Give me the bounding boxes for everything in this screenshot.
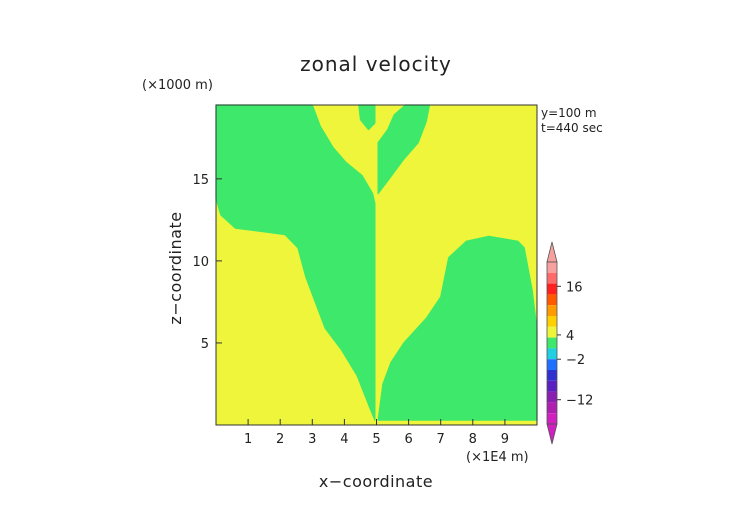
colorbar-segment [547, 326, 557, 338]
chart-title: zonal velocity [300, 52, 452, 76]
colorbar: 16 4 −2 −12 [546, 241, 593, 445]
colorbar-segment [547, 359, 557, 370]
y-axis-ticks: 5 10 15 [192, 173, 222, 352]
x-tick-label: 8 [469, 432, 477, 447]
y-unit-label: (×1000 m) [142, 78, 213, 93]
x-tick-label: 1 [244, 432, 252, 447]
plot-area [215, 104, 538, 426]
x-tick-label: 2 [276, 432, 284, 447]
colorbar-segment [547, 380, 557, 392]
colorbar-segment [547, 294, 557, 306]
colorbar-segment [547, 402, 557, 414]
colorbar-tick-label: −2 [566, 353, 585, 368]
colorbar-segment [547, 370, 557, 381]
colorbar-bottom-arrow [546, 423, 558, 445]
colorbar-segment [547, 391, 557, 403]
y-axis-label: z−coordinate [166, 211, 185, 324]
x-tick-label: 9 [501, 432, 509, 447]
colorbar-segment [547, 305, 557, 316]
annotation-y: y=100 m [541, 106, 597, 120]
colorbar-segment [547, 272, 557, 284]
y-tick-label: 5 [201, 337, 209, 352]
x-axis-label: x−coordinate [319, 472, 433, 491]
x-tick-label: 7 [437, 432, 445, 447]
colorbar-segment [547, 337, 557, 349]
y-tick-label: 10 [192, 255, 209, 270]
x-tick-label: 5 [372, 432, 380, 447]
colorbar-segment [547, 283, 557, 295]
colorbar-frame [546, 261, 558, 425]
colorbar-tick-label: 4 [566, 329, 574, 344]
colorbar-segment [547, 316, 557, 327]
colorbar-top-arrow [546, 241, 558, 263]
y-tick-label: 15 [192, 173, 209, 188]
x-unit-label: (×1E4 m) [466, 450, 529, 465]
x-tick-label: 4 [340, 432, 348, 447]
colorbar-segment [547, 413, 557, 424]
annotation-time: t=440 sec [541, 121, 603, 135]
colorbar-tick-label: 16 [566, 280, 583, 295]
region-negative-left-column [215, 104, 376, 421]
x-tick-label: 6 [404, 432, 412, 447]
colorbar-segment [547, 348, 557, 360]
colorbar-tick-label: −12 [566, 394, 593, 409]
x-tick-label: 3 [308, 432, 316, 447]
region-negative-right-region [377, 235, 538, 421]
x-axis-ticks: 1 2 3 4 5 6 7 8 9 [244, 419, 509, 447]
negative-velocity-regions [215, 104, 538, 421]
colorbar-segment [547, 262, 557, 273]
